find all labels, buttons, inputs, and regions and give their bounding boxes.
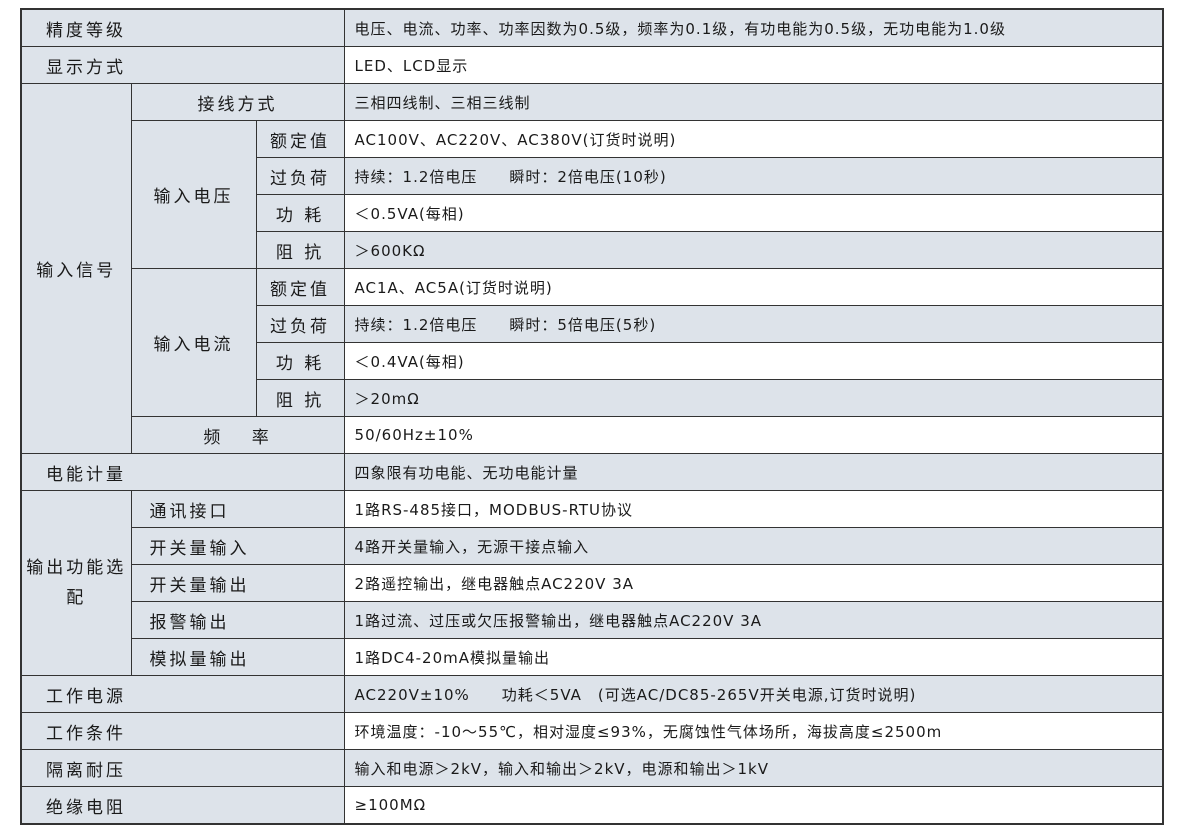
row-value: ≥100MΩ <box>343 786 1164 825</box>
row-value: 50/60Hz±10% <box>343 416 1164 454</box>
row-value: 电压、电流、功率、功率因数为0.5级，频率为0.1级，有功电能为0.5级，无功电… <box>343 8 1164 47</box>
row-label: 过负荷 <box>255 305 345 343</box>
row-value: ＜0.4VA(每相) <box>343 342 1164 380</box>
row-label: 模拟量输出 <box>130 638 345 676</box>
table-row: 输入电压 额定值 AC100V、AC220V、AC380V(订货时说明) <box>21 120 1164 269</box>
row-label: 电能计量 <box>20 453 345 491</box>
row-value: AC100V、AC220V、AC380V(订货时说明) <box>343 120 1164 158</box>
table-row: 过负荷 持续：1.2倍电压 瞬时：2倍电压(10秒) <box>21 157 1164 195</box>
table-row: 输入信号 接线方式 三相四线制、三相三线制 <box>20 83 1164 454</box>
group-label: 输入信号 <box>20 83 132 454</box>
table-row: 阻 抗＞600KΩ <box>21 231 1164 269</box>
row-value: ＞600KΩ <box>343 231 1164 269</box>
spec-table: 精度等级 电压、电流、功率、功率因数为0.5级，频率为0.1级，有功电能为0.5级… <box>20 8 1165 825</box>
table-row: 输入电流 额定值 AC1A、AC5A(订货时说明) <box>21 268 1164 417</box>
row-label: 通讯接口 <box>130 490 345 528</box>
table-row: 工作电源 AC220V±10% 功耗＜5VA (可选AC/DC85-265V开关电… <box>20 675 1164 713</box>
table-row: 输出功能选配 通讯接口 1路RS-485接口，MODBUS-RTU协议 <box>20 490 1164 676</box>
row-value: 输入和电源＞2kV，输入和输出＞2kV，电源和输出＞1kV <box>343 749 1164 787</box>
table-row: 开关量输出 2路遥控输出，继电器触点AC220V 3A <box>21 564 1164 602</box>
subgroup-label: 输入电流 <box>130 268 257 417</box>
row-label: 过负荷 <box>255 157 345 195</box>
row-value: 持续：1.2倍电压 瞬时：5倍电压(5秒) <box>343 305 1164 343</box>
table-row: 阻 抗＞20mΩ <box>21 379 1164 417</box>
row-value: 2路遥控输出，继电器触点AC220V 3A <box>343 564 1164 602</box>
row-label: 显示方式 <box>20 46 345 84</box>
table-row: 显示方式 LED、LCD显示 <box>20 46 1164 84</box>
row-label: 频 率 <box>130 416 345 454</box>
row-label: 工作条件 <box>20 712 345 750</box>
row-label: 开关量输入 <box>130 527 345 565</box>
row-label: 隔离耐压 <box>20 749 345 787</box>
row-value: AC1A、AC5A(订货时说明) <box>343 268 1164 306</box>
row-label: 绝缘电阻 <box>20 786 345 825</box>
row-label: 接线方式 <box>130 83 345 121</box>
table-row: 模拟量输出 1路DC4-20mA模拟量输出 <box>21 638 1164 676</box>
row-value: 4路开关量输入，无源干接点输入 <box>343 527 1164 565</box>
row-value: 1路DC4-20mA模拟量输出 <box>343 638 1164 676</box>
row-label: 额定值 <box>255 120 345 158</box>
group-label: 输出功能选配 <box>20 490 132 676</box>
row-label: 精度等级 <box>20 8 345 47</box>
table-row: 报警输出 1路过流、过压或欠压报警输出，继电器触点AC220V 3A <box>21 601 1164 639</box>
row-label: 额定值 <box>255 268 345 306</box>
row-value: 四象限有功电能、无功电能计量 <box>343 453 1164 491</box>
table-row: 工作条件 环境温度：-10～55℃，相对湿度≤93%，无腐蚀性气体场所，海拔高度≤… <box>20 712 1164 750</box>
table-row: 过负荷 持续：1.2倍电压 瞬时：5倍电压(5秒) <box>21 305 1164 343</box>
row-label: 工作电源 <box>20 675 345 713</box>
row-label: 功 耗 <box>255 194 345 232</box>
row-label: 功 耗 <box>255 342 345 380</box>
table-row: 电能计量 四象限有功电能、无功电能计量 <box>20 453 1164 491</box>
table-row: 开关量输入 4路开关量输入，无源干接点输入 <box>21 527 1164 565</box>
row-label: 报警输出 <box>130 601 345 639</box>
table-row: 精度等级 电压、电流、功率、功率因数为0.5级，频率为0.1级，有功电能为0.5级… <box>20 8 1164 47</box>
table-row: 绝缘电阻 ≥100MΩ <box>20 786 1164 825</box>
table-row: 隔离耐压 输入和电源＞2kV，输入和输出＞2kV，电源和输出＞1kV <box>20 749 1164 787</box>
row-value: 持续：1.2倍电压 瞬时：2倍电压(10秒) <box>343 157 1164 195</box>
row-value: ＜0.5VA(每相) <box>343 194 1164 232</box>
row-value: AC220V±10% 功耗＜5VA (可选AC/DC85-265V开关电源,订货… <box>343 675 1164 713</box>
table-row: 功 耗＜0.5VA(每相) <box>21 194 1164 232</box>
row-value: 1路过流、过压或欠压报警输出，继电器触点AC220V 3A <box>343 601 1164 639</box>
row-value: 环境温度：-10～55℃，相对湿度≤93%，无腐蚀性气体场所，海拔高度≤2500… <box>343 712 1164 750</box>
row-label: 阻 抗 <box>255 379 345 417</box>
row-value: LED、LCD显示 <box>343 46 1164 84</box>
table-row: 功 耗＜0.4VA(每相) <box>21 342 1164 380</box>
subgroup-label: 输入电压 <box>130 120 257 269</box>
table-row: 频 率 50/60Hz±10% <box>21 416 1164 454</box>
row-value: 三相四线制、三相三线制 <box>343 83 1164 121</box>
row-value: 1路RS-485接口，MODBUS-RTU协议 <box>343 490 1164 528</box>
row-value: ＞20mΩ <box>343 379 1164 417</box>
row-label: 阻 抗 <box>255 231 345 269</box>
row-label: 开关量输出 <box>130 564 345 602</box>
